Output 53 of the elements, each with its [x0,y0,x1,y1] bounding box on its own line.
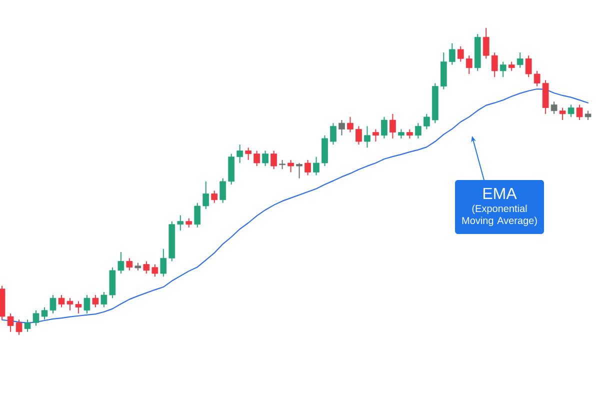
candlestick [254,150,260,167]
candlestick [482,27,490,60]
candlestick [550,101,558,114]
candlestick [457,46,464,62]
candlestick [279,159,286,170]
candlestick [534,70,540,87]
candlestick [143,260,150,274]
candlestick [508,61,515,72]
candlestick [398,128,404,139]
candlestick [92,294,99,308]
candlestick [568,104,574,118]
candlestick [372,128,379,142]
candlestick [202,180,210,210]
candlestick [466,55,472,74]
candlestick [356,126,362,146]
candlestick [152,264,158,278]
candlestick [338,120,345,136]
candlestick [177,214,184,232]
candlestick [211,190,218,204]
candlestick [160,248,167,278]
candlestick [448,42,456,66]
candlestick [330,122,336,146]
candlestick [406,128,413,139]
candlestick [559,107,566,121]
candlestick [576,104,583,121]
candlestick [100,291,108,308]
candlestick [245,147,252,160]
candlestick [296,162,302,179]
candlestick [424,113,430,130]
candlestick [262,150,268,167]
candlestick [126,258,133,271]
candlestick [194,202,201,228]
candlestick [584,110,592,121]
candlestick [525,55,532,78]
annotation: (Exponential Moving Average) [462,204,537,226]
candlestick [500,61,506,78]
candlestick [304,159,311,176]
candlestick [390,113,396,139]
candlestick [516,52,524,68]
candlestick [84,294,90,314]
candlestick [491,52,498,78]
candlestick [288,159,294,173]
candlestick [347,116,354,133]
candlestick [313,156,320,176]
candlestick [186,218,192,228]
annotation: EMA [483,188,517,199]
candlestick [364,126,370,148]
candlestick [415,122,422,139]
candlestick [381,116,388,139]
candlestick [270,150,277,170]
candlestick [118,252,124,274]
candlestick [236,144,244,164]
candlestick [220,178,226,204]
